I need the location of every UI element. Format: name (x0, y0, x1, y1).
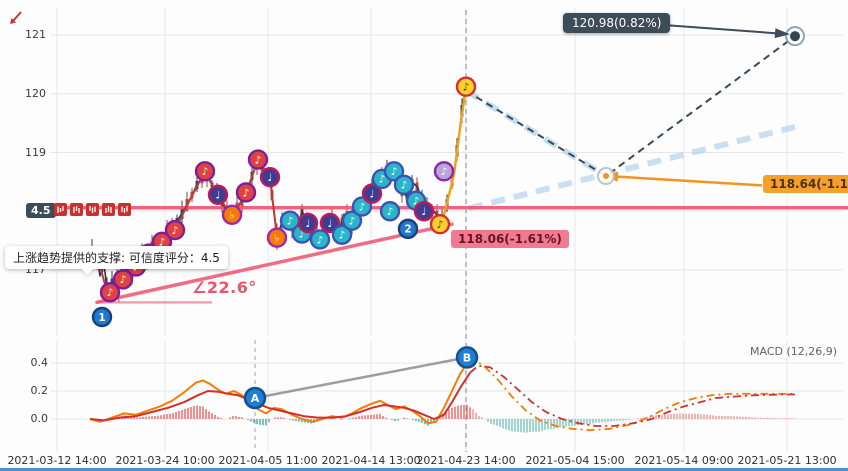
target-price-label: 120.98(0.82%) (563, 13, 671, 33)
svg-text:2: 2 (404, 224, 411, 236)
projection-price-label: 118.64(-1.12%) (763, 175, 848, 193)
signal-marker[interactable]: ♪ (99, 282, 121, 303)
signal-marker[interactable]: ♪ (164, 219, 186, 241)
macd-marker-A[interactable]: A (243, 386, 267, 410)
svg-text:♪: ♪ (413, 195, 420, 207)
svg-text:♪: ♪ (339, 230, 346, 242)
trend-angle-label: ∠22.6° (192, 278, 257, 297)
svg-text:♭: ♭ (275, 232, 280, 244)
svg-text:1: 1 (98, 312, 105, 324)
signal-marker[interactable]: ♪ (393, 174, 415, 196)
svg-text:♪: ♪ (107, 287, 114, 299)
signal-marker[interactable]: ♩ (207, 184, 229, 206)
signal-marker[interactable]: ♪ (235, 182, 257, 203)
svg-text:♭: ♭ (230, 210, 235, 222)
x-axis-tick: 2021-04-05 11:00 (218, 454, 318, 467)
y-axis-tick: 121 (25, 28, 46, 41)
svg-text:♪: ♪ (379, 174, 386, 186)
svg-text:♪: ♪ (437, 219, 444, 231)
confidence-score-badge[interactable]: 4.5 (26, 203, 56, 218)
svg-text:♩: ♩ (328, 218, 333, 230)
timeline-scrollbar[interactable] (0, 468, 848, 471)
signal-marker[interactable]: ♪ (455, 76, 477, 97)
svg-text:♪: ♪ (202, 166, 209, 178)
svg-text:♪: ♪ (299, 228, 306, 240)
signal-marker[interactable]: ♩ (297, 212, 319, 234)
svg-text:B: B (463, 351, 471, 364)
macd-y-axis-tick: 0.0 (30, 412, 49, 425)
svg-text:♪: ♪ (391, 166, 398, 178)
svg-text:♪: ♪ (243, 187, 250, 199)
x-axis-tick: 2021-03-24 10:00 (115, 454, 215, 467)
signal-marker[interactable]: ♩ (413, 201, 435, 222)
candlestick-pattern-icon[interactable] (54, 203, 67, 216)
signal-marker[interactable]: ♭ (266, 227, 288, 248)
svg-text:A: A (251, 392, 260, 405)
signal-marker[interactable]: 1 (91, 306, 113, 328)
x-axis-tick: 2021-04-23 14:00 (416, 454, 516, 467)
signal-marker[interactable]: ♩ (259, 166, 281, 188)
svg-text:♩: ♩ (370, 188, 375, 200)
x-axis-tick: 2021-04-14 13:00 (321, 454, 421, 467)
x-axis-tick: 2021-05-21 13:00 (737, 454, 837, 467)
svg-text:♩: ♩ (422, 206, 427, 218)
signal-marker[interactable]: ♭ (221, 204, 243, 225)
svg-text:♪: ♪ (159, 237, 166, 249)
candlestick-pattern-icon[interactable] (102, 203, 115, 216)
signal-marker[interactable]: ♪ (433, 161, 455, 182)
signal-marker[interactable]: ♩ (361, 183, 383, 204)
candlestick-pattern-icon[interactable] (118, 203, 131, 216)
signal-marker[interactable]: ♪ (341, 210, 363, 231)
signal-marker[interactable]: ♪ (383, 161, 405, 182)
pattern-badges (54, 203, 131, 216)
x-axis-tick: 2021-03-12 14:00 (7, 454, 107, 467)
x-axis-tick: 2021-05-14 09:00 (634, 454, 734, 467)
macd-indicator-label: MACD (12,26,9) (750, 345, 838, 358)
signal-marker[interactable]: ♩ (319, 212, 341, 234)
signal-marker[interactable]: ♪ (194, 161, 216, 182)
svg-text:♪: ♪ (387, 206, 394, 218)
svg-text:♪: ♪ (287, 215, 294, 227)
svg-text:♩: ♩ (216, 190, 221, 202)
x-axis-tick: 2021-05-04 15:00 (525, 454, 625, 467)
signal-marker[interactable]: ♪ (112, 269, 134, 290)
y-axis-tick: 119 (25, 145, 46, 159)
current-price-label: 118.06(-1.61%) (451, 230, 569, 248)
signal-marker[interactable]: 2 (397, 218, 419, 240)
signal-marker[interactable]: ♪ (379, 201, 401, 222)
signal-marker[interactable]: ♪ (331, 224, 353, 245)
macd-y-axis-tick: 0.4 (30, 356, 49, 369)
red-arrow-icon[interactable] (6, 8, 24, 26)
svg-text:♪: ♪ (349, 215, 356, 227)
svg-text:♪: ♪ (401, 180, 408, 192)
signal-marker[interactable]: ♪ (247, 149, 269, 170)
y-axis-tick: 120 (25, 86, 46, 100)
macd-marker-B[interactable]: B (455, 346, 479, 369)
svg-text:♪: ♪ (463, 82, 470, 94)
signal-marker[interactable]: ♪ (309, 229, 331, 250)
svg-text:♪: ♪ (441, 166, 448, 178)
svg-text:♪: ♪ (255, 154, 262, 166)
support-tooltip: 上涨趋势提供的支撑: 可信度评分：4.5 (5, 246, 228, 269)
svg-text:♩: ♩ (306, 218, 311, 230)
svg-text:♪: ♪ (359, 201, 366, 213)
svg-text:♪: ♪ (172, 225, 179, 237)
svg-text:♩: ♩ (268, 172, 273, 184)
candlestick-pattern-icon[interactable] (86, 203, 99, 216)
svg-text:♪: ♪ (317, 234, 324, 246)
macd-y-axis-tick: 0.2 (30, 384, 49, 397)
svg-text:♪: ♪ (120, 274, 127, 286)
signal-marker[interactable]: ♪ (429, 213, 451, 235)
candlestick-pattern-icon[interactable] (70, 203, 83, 216)
